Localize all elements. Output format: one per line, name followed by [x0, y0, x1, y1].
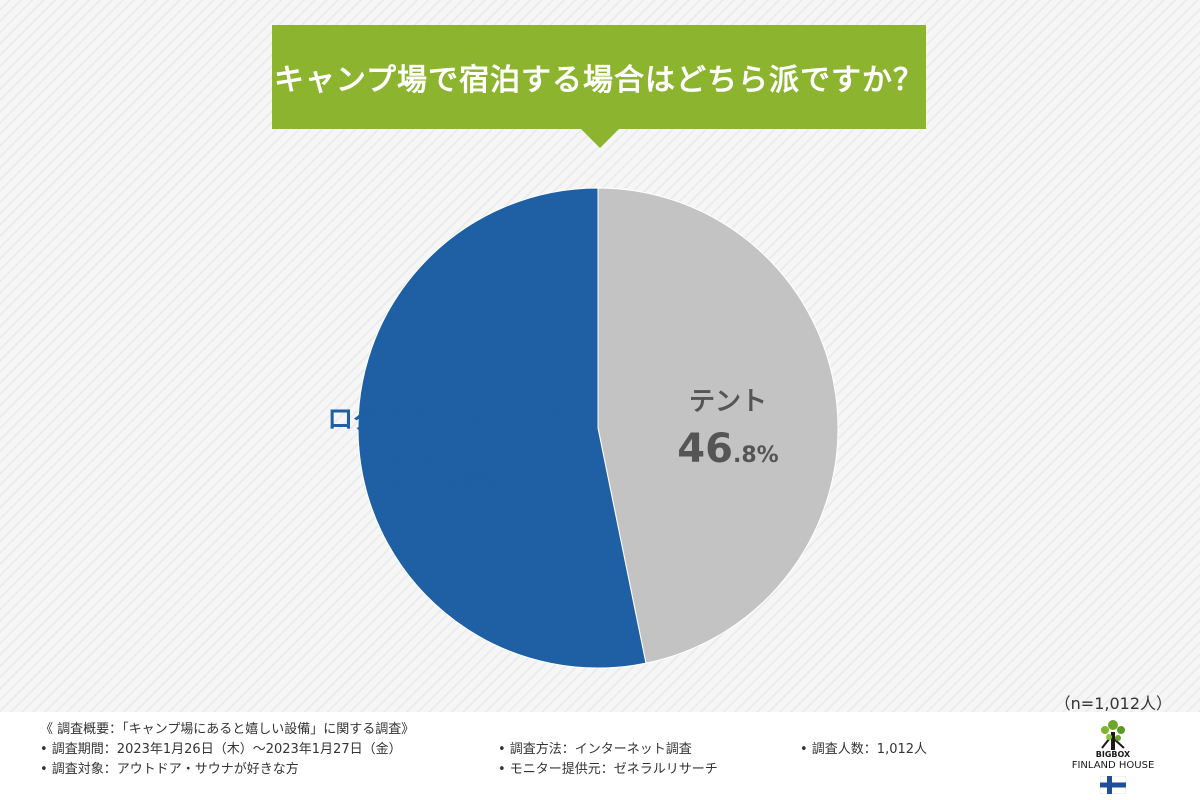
- slice-value-log-dec: .2%: [448, 466, 498, 494]
- sample-size: （n=1,012人）: [1054, 694, 1172, 713]
- tree-icon: [1101, 720, 1125, 750]
- survey-period: • 調査期間：2023年1月26日（木）～2023年1月27日（金）: [40, 742, 402, 757]
- slice-label-tent: テント: [689, 387, 767, 417]
- survey-target: • 調査対象：アウトドア・サウナが好きな方: [40, 762, 299, 777]
- survey-respondents: • 調査人数：1,012人: [800, 742, 928, 757]
- slice-value-tent-dec: .8%: [733, 443, 779, 468]
- slice-value-log-house-cottage: 53.2%: [390, 449, 498, 498]
- slice-value-tent: 46.8%: [677, 426, 778, 472]
- title-pointer: [580, 128, 620, 148]
- slice-value-log-int: 53: [390, 449, 448, 498]
- survey-heading: 《 調査概要：「キャンプ場にあると嬉しい設備」に関する調査》: [40, 722, 415, 737]
- logo-text-bigbox: BIGBOX: [1095, 750, 1131, 759]
- finland-flag-icon: [1100, 776, 1126, 794]
- chart-title: キャンプ場で宿泊する場合はどちら派ですか？: [272, 25, 926, 129]
- survey-overview: 《 調査概要：「キャンプ場にあると嬉しい設備」に関する調査》 • 調査期間：20…: [0, 712, 1200, 800]
- pie-slice-log-house-cottage: [357, 187, 647, 669]
- pie-slice-tent: [597, 187, 839, 664]
- survey-method: • 調査方法：インターネット調査: [498, 742, 692, 757]
- slice-value-tent-int: 46: [677, 426, 733, 472]
- bigbox-finland-house-logo: BIGBOX FINLAND HOUSE: [1068, 718, 1158, 798]
- pie-chart: テント 46.8% ログハウスコテージ 53.2%: [327, 187, 839, 669]
- logo-text-finland-house: FINLAND HOUSE: [1071, 760, 1155, 771]
- slice-label-log-house-cottage: ログハウスコテージ: [327, 405, 560, 435]
- survey-provider: • モニター提供元：ゼネラルリサーチ: [498, 762, 718, 777]
